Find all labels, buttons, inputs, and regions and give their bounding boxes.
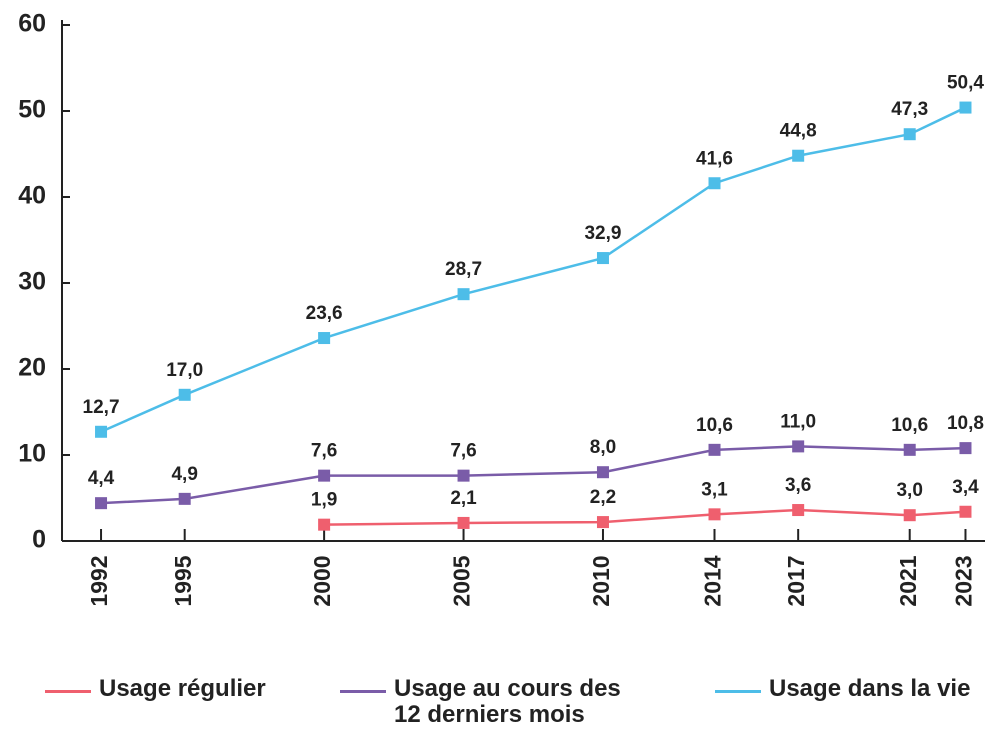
point-marker [708,177,721,190]
data-label: 11,0 [780,411,816,432]
y-tick-label: 50 [18,96,46,124]
legend-label: Usage dans la vie [769,675,971,702]
x-tick-label: 2017 [783,555,809,606]
data-label: 47,3 [891,99,928,120]
data-label: 3,4 [952,477,979,498]
y-tick-label: 10 [18,440,46,468]
data-label: 4,4 [88,468,115,489]
legend-swatch [45,690,91,693]
data-label: 10,8 [947,413,984,434]
legend-swatch [340,690,386,693]
point-marker [457,288,470,301]
series-line [100,106,967,433]
point-marker [959,505,972,518]
data-label: 3,6 [785,475,811,496]
data-label: 7,6 [311,441,337,462]
point-marker [178,388,191,401]
x-tick-label: 2010 [588,555,614,606]
data-label: 32,9 [584,223,621,244]
y-tick-label: 0 [32,526,46,554]
point-marker [318,518,331,531]
point-marker [792,440,805,453]
point-marker [708,508,721,521]
data-label: 8,0 [590,437,616,458]
point-marker [903,128,916,141]
point-marker [792,504,805,517]
x-tick-label: 2021 [895,555,921,606]
point-marker [596,466,609,479]
point-marker [708,443,721,456]
legend-label: Usage au cours des 12 derniers mois [394,675,621,728]
data-label: 7,6 [450,441,476,462]
point-marker [959,101,972,114]
data-label: 23,6 [306,303,343,324]
data-label: 44,8 [780,121,817,142]
data-label: 4,9 [171,464,197,485]
x-tick-label: 2005 [449,555,475,606]
x-tick-label: 2014 [700,555,726,606]
series-line [100,445,966,505]
point-marker [318,332,331,345]
legend-item: Usage dans la vie [715,676,994,702]
legend-item: Usage au cours des 12 derniers mois [340,676,640,728]
x-tick-label: 1992 [86,555,112,606]
data-label: 2,1 [450,488,477,509]
legend-item: Usage régulier [45,676,285,702]
point-marker [792,149,805,162]
point-marker [596,516,609,529]
data-label: 28,7 [445,259,482,280]
data-label: 17,0 [166,360,203,381]
y-tick-label: 40 [18,182,46,210]
point-marker [318,469,331,482]
point-marker [457,516,470,529]
data-label: 2,2 [590,487,616,508]
y-tick-label: 20 [18,354,46,382]
data-label: 10,6 [696,415,733,436]
legend-swatch [715,690,761,693]
x-tick-label: 1995 [170,555,196,606]
data-label: 50,4 [947,73,984,94]
y-tick-label: 30 [18,268,46,296]
point-marker [95,497,108,510]
point-marker [903,509,916,522]
point-marker [903,443,916,456]
point-marker [457,469,470,482]
data-label: 3,1 [701,479,728,500]
data-label: 12,7 [83,397,120,418]
point-marker [178,492,191,505]
chart: 0 10 20 30 40 50 60 1992 1995 2000 2005 2010 2014 201… [18,10,985,607]
data-label: 41,6 [696,148,733,169]
x-tick-label: 2000 [309,555,335,606]
legend-label: Usage régulier [99,675,266,702]
point-marker [959,442,972,455]
y-tick-label: 60 [18,10,46,38]
series-line [324,508,966,526]
legend: Usage régulier Usage au cours des 12 dern… [0,676,994,746]
data-label: 1,9 [311,490,337,511]
data-label: 3,0 [896,480,922,501]
data-label: 10,6 [891,415,928,436]
x-tick-label: 2023 [951,555,977,606]
point-marker [596,252,609,265]
point-marker [95,425,108,438]
